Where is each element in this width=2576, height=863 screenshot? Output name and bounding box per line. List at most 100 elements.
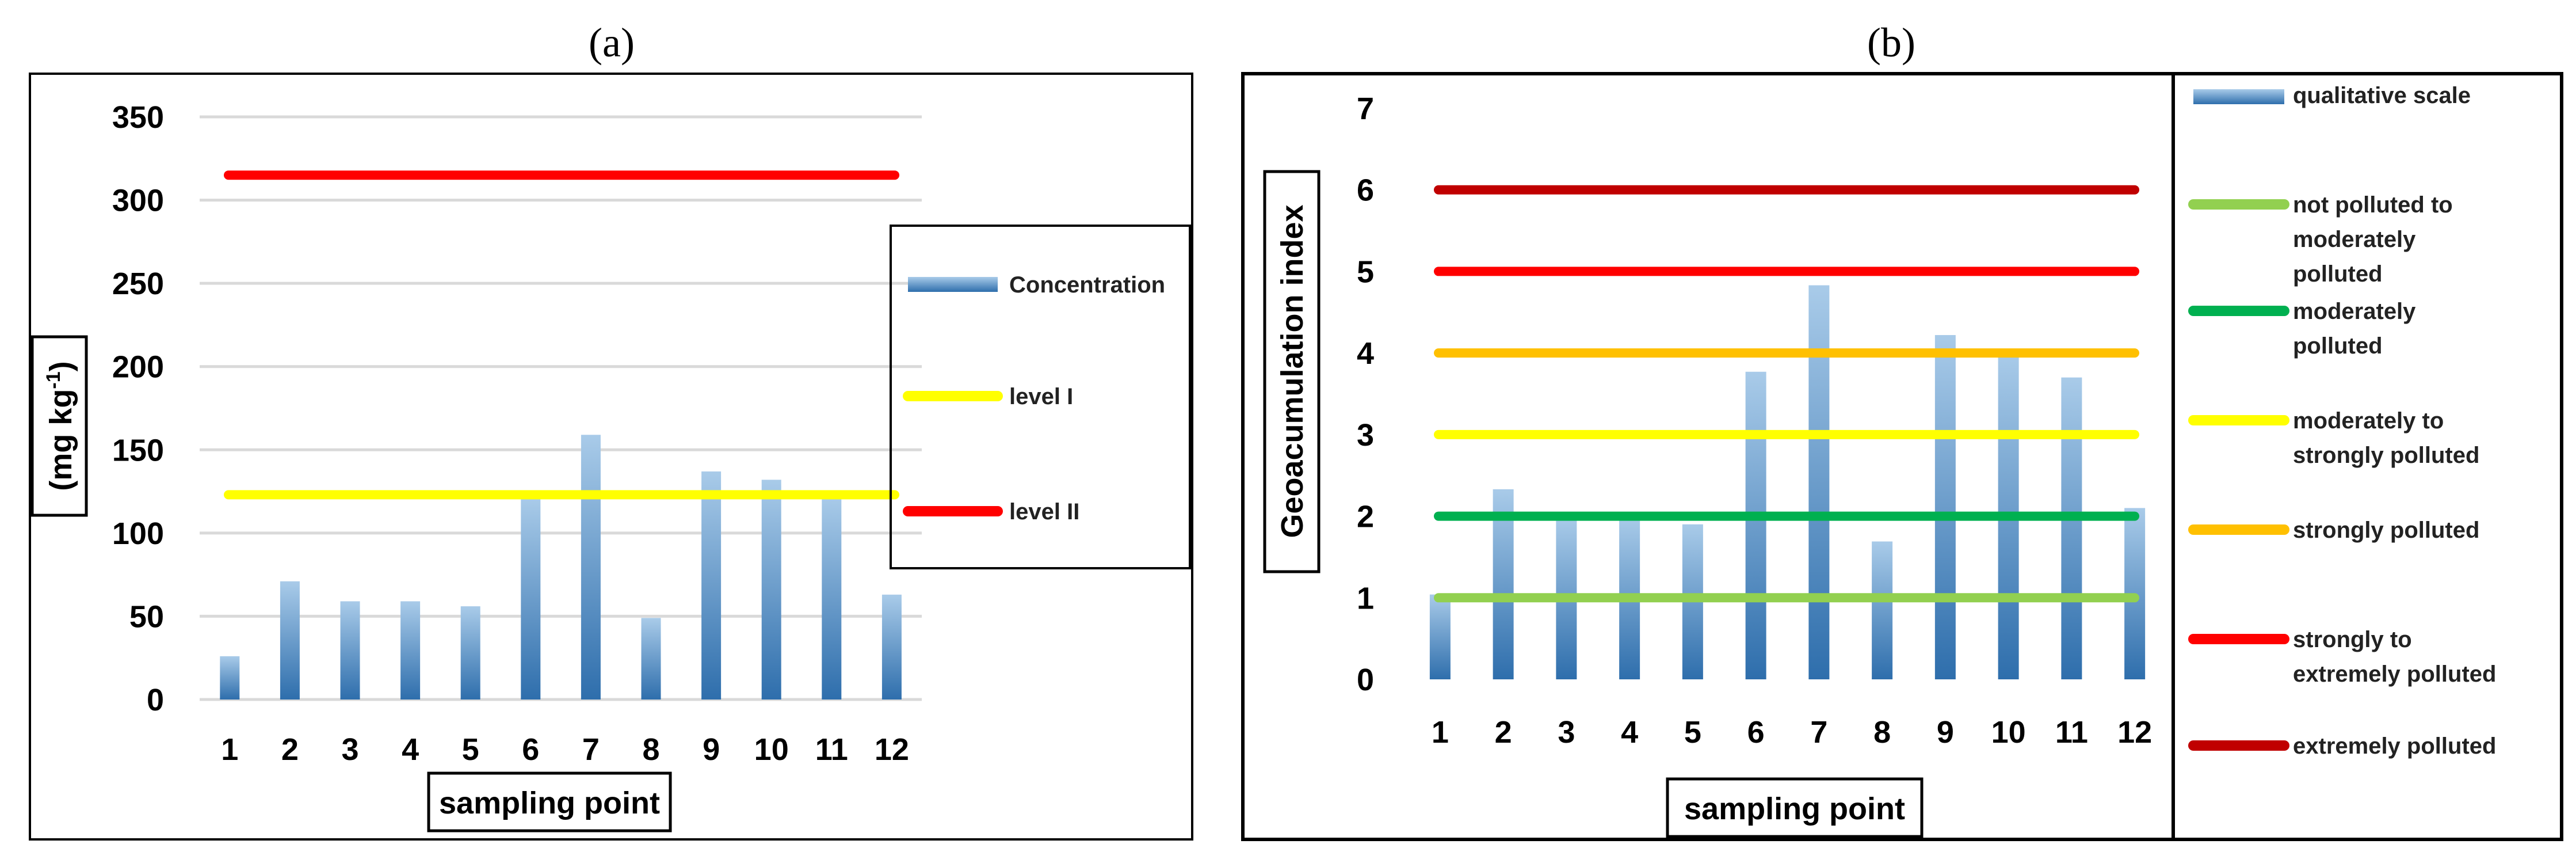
bar-9 (701, 471, 722, 699)
bar-2 (280, 581, 300, 699)
y-tick-label: 200 (112, 350, 164, 385)
y-tick-label: 100 (112, 516, 164, 551)
x-tick-label: 8 (642, 732, 659, 767)
panel-b-reference-lines (1434, 185, 2139, 603)
y-tick-label: 150 (112, 433, 164, 467)
bar-5 (460, 606, 480, 699)
panel-b-y-tick-labels: 0 1 2 3 4 5 6 7 (1357, 92, 1374, 697)
x-tick-label: 2 (1495, 715, 1512, 750)
legend-entry-extremely-polluted: extremely polluted (2293, 733, 2496, 759)
x-tick-label: 4 (1621, 715, 1638, 750)
y-tick-label: 50 (129, 599, 164, 634)
panel-a-legend-level-i: level I (1009, 384, 1073, 409)
panel-a-reference-lines (224, 170, 899, 500)
bar-6 (521, 498, 541, 699)
panel-a-xlabel: sampling point (439, 786, 660, 820)
bar-11 (822, 496, 842, 699)
y-tick-label: 0 (147, 683, 164, 717)
y-tick-label: 350 (112, 100, 164, 135)
bar-4 (400, 601, 421, 699)
y-tick-label: 1 (1357, 581, 1374, 615)
panel-b-xlabel: sampling point (1684, 792, 1905, 826)
panel-b-ylabel-box (1263, 170, 1321, 573)
panel-a-bars (220, 435, 902, 699)
bar-7 (1808, 285, 1830, 679)
legend-entry-strongly-polluted: strongly polluted (2293, 518, 2479, 543)
bar-9 (1934, 334, 1956, 679)
panel-a-frame (29, 73, 1193, 841)
panel-a-x-tick-labels: 1 2 3 4 5 6 7 8 9 10 11 12 (221, 732, 909, 767)
x-tick-label: 3 (341, 732, 358, 767)
x-tick-label: 9 (1937, 715, 1954, 750)
x-tick-label: 3 (1558, 715, 1575, 750)
panel-a-ylabel-sup: -1 (43, 371, 64, 389)
panel-a-label: (a) (589, 20, 635, 66)
panel-a-gridlines (200, 115, 922, 701)
x-tick-label: 5 (1684, 715, 1701, 750)
y-tick-label: 2 (1357, 500, 1374, 534)
bar-3 (340, 601, 360, 699)
panel-b-legend: qualitative scale not polluted to moderate… (2188, 83, 2496, 759)
legend-swatch-qualitative-scale (2193, 89, 2284, 104)
bar-8 (1872, 541, 1893, 679)
bar-11 (2061, 377, 2082, 679)
panel-b-legend-box (2172, 72, 2563, 841)
x-tick-label: 1 (221, 732, 238, 767)
panel-b-label: (b) (1867, 20, 1915, 66)
panel-b-x-tick-labels: 1 2 3 4 5 6 7 8 9 10 11 12 (1432, 715, 2152, 750)
panel-a-legend-concentration: Concentration (1009, 272, 1165, 298)
bar-10 (761, 480, 781, 699)
x-tick-label: 7 (582, 732, 600, 767)
legend-entry-moderately-polluted: moderately polluted (2293, 299, 2416, 359)
panel-a-ylabel-close: ) (44, 361, 78, 371)
y-tick-label: 5 (1357, 254, 1374, 289)
x-tick-label: 6 (522, 732, 539, 767)
panel-b-ylabel: Geoacumulation index (1275, 204, 1310, 538)
panel-a-legend-box (890, 225, 1191, 569)
x-tick-label: 9 (703, 732, 720, 767)
bar-6 (1745, 371, 1766, 679)
x-tick-label: 4 (402, 732, 419, 767)
x-tick-label: 11 (2055, 715, 2088, 750)
panel-a-legend-swatch-concentration (908, 277, 998, 292)
y-tick-label: 7 (1357, 92, 1374, 126)
bar-12 (881, 594, 902, 699)
y-tick-label: 300 (112, 184, 164, 218)
x-tick-label: 12 (875, 732, 909, 767)
legend-entry-qualitative-scale: qualitative scale (2293, 83, 2471, 108)
bar-1 (1429, 594, 1451, 679)
panel-b-bars (1429, 285, 2146, 679)
x-tick-label: 6 (1747, 715, 1765, 750)
y-tick-label: 250 (112, 267, 164, 301)
panel-a-xlabel-box (427, 771, 672, 832)
y-tick-label: 3 (1357, 418, 1374, 453)
x-tick-label: 10 (1991, 715, 2026, 750)
y-tick-label: 6 (1357, 173, 1374, 208)
bar-2 (1493, 489, 1514, 679)
legend-entry-moderately-to-strongly-polluted: moderately to strongly polluted (2293, 408, 2479, 468)
panel-a-ylabel-main: (mg kg (44, 389, 78, 491)
bar-8 (641, 618, 661, 699)
x-tick-label: 10 (754, 732, 789, 767)
panel-a-legend-level-ii: level II (1009, 499, 1079, 524)
panel-a-y-tick-labels: 0 50 100 150 200 250 300 350 (112, 100, 164, 717)
x-tick-label: 2 (281, 732, 299, 767)
x-tick-label: 7 (1810, 715, 1827, 750)
legend-entry-not-polluted-to-moderately-polluted: not polluted to moderately polluted (2293, 192, 2453, 287)
x-tick-label: 5 (462, 732, 479, 767)
panel-b-xlabel-box (1666, 777, 1924, 838)
bar-1 (220, 656, 240, 699)
bar-7 (581, 435, 601, 699)
legend-entry-strongly-to-extremely-polluted: strongly to extremely polluted (2293, 627, 2496, 687)
x-tick-label: 12 (2117, 715, 2152, 750)
x-tick-label: 1 (1432, 715, 1449, 750)
y-tick-label: 4 (1357, 336, 1374, 371)
x-tick-label: 8 (1873, 715, 1891, 750)
panel-a-ylabel: (mg kg-1) (43, 361, 78, 491)
panel-a-ylabel-box (30, 335, 88, 517)
x-tick-label: 11 (815, 732, 848, 767)
y-tick-label: 0 (1357, 663, 1374, 697)
